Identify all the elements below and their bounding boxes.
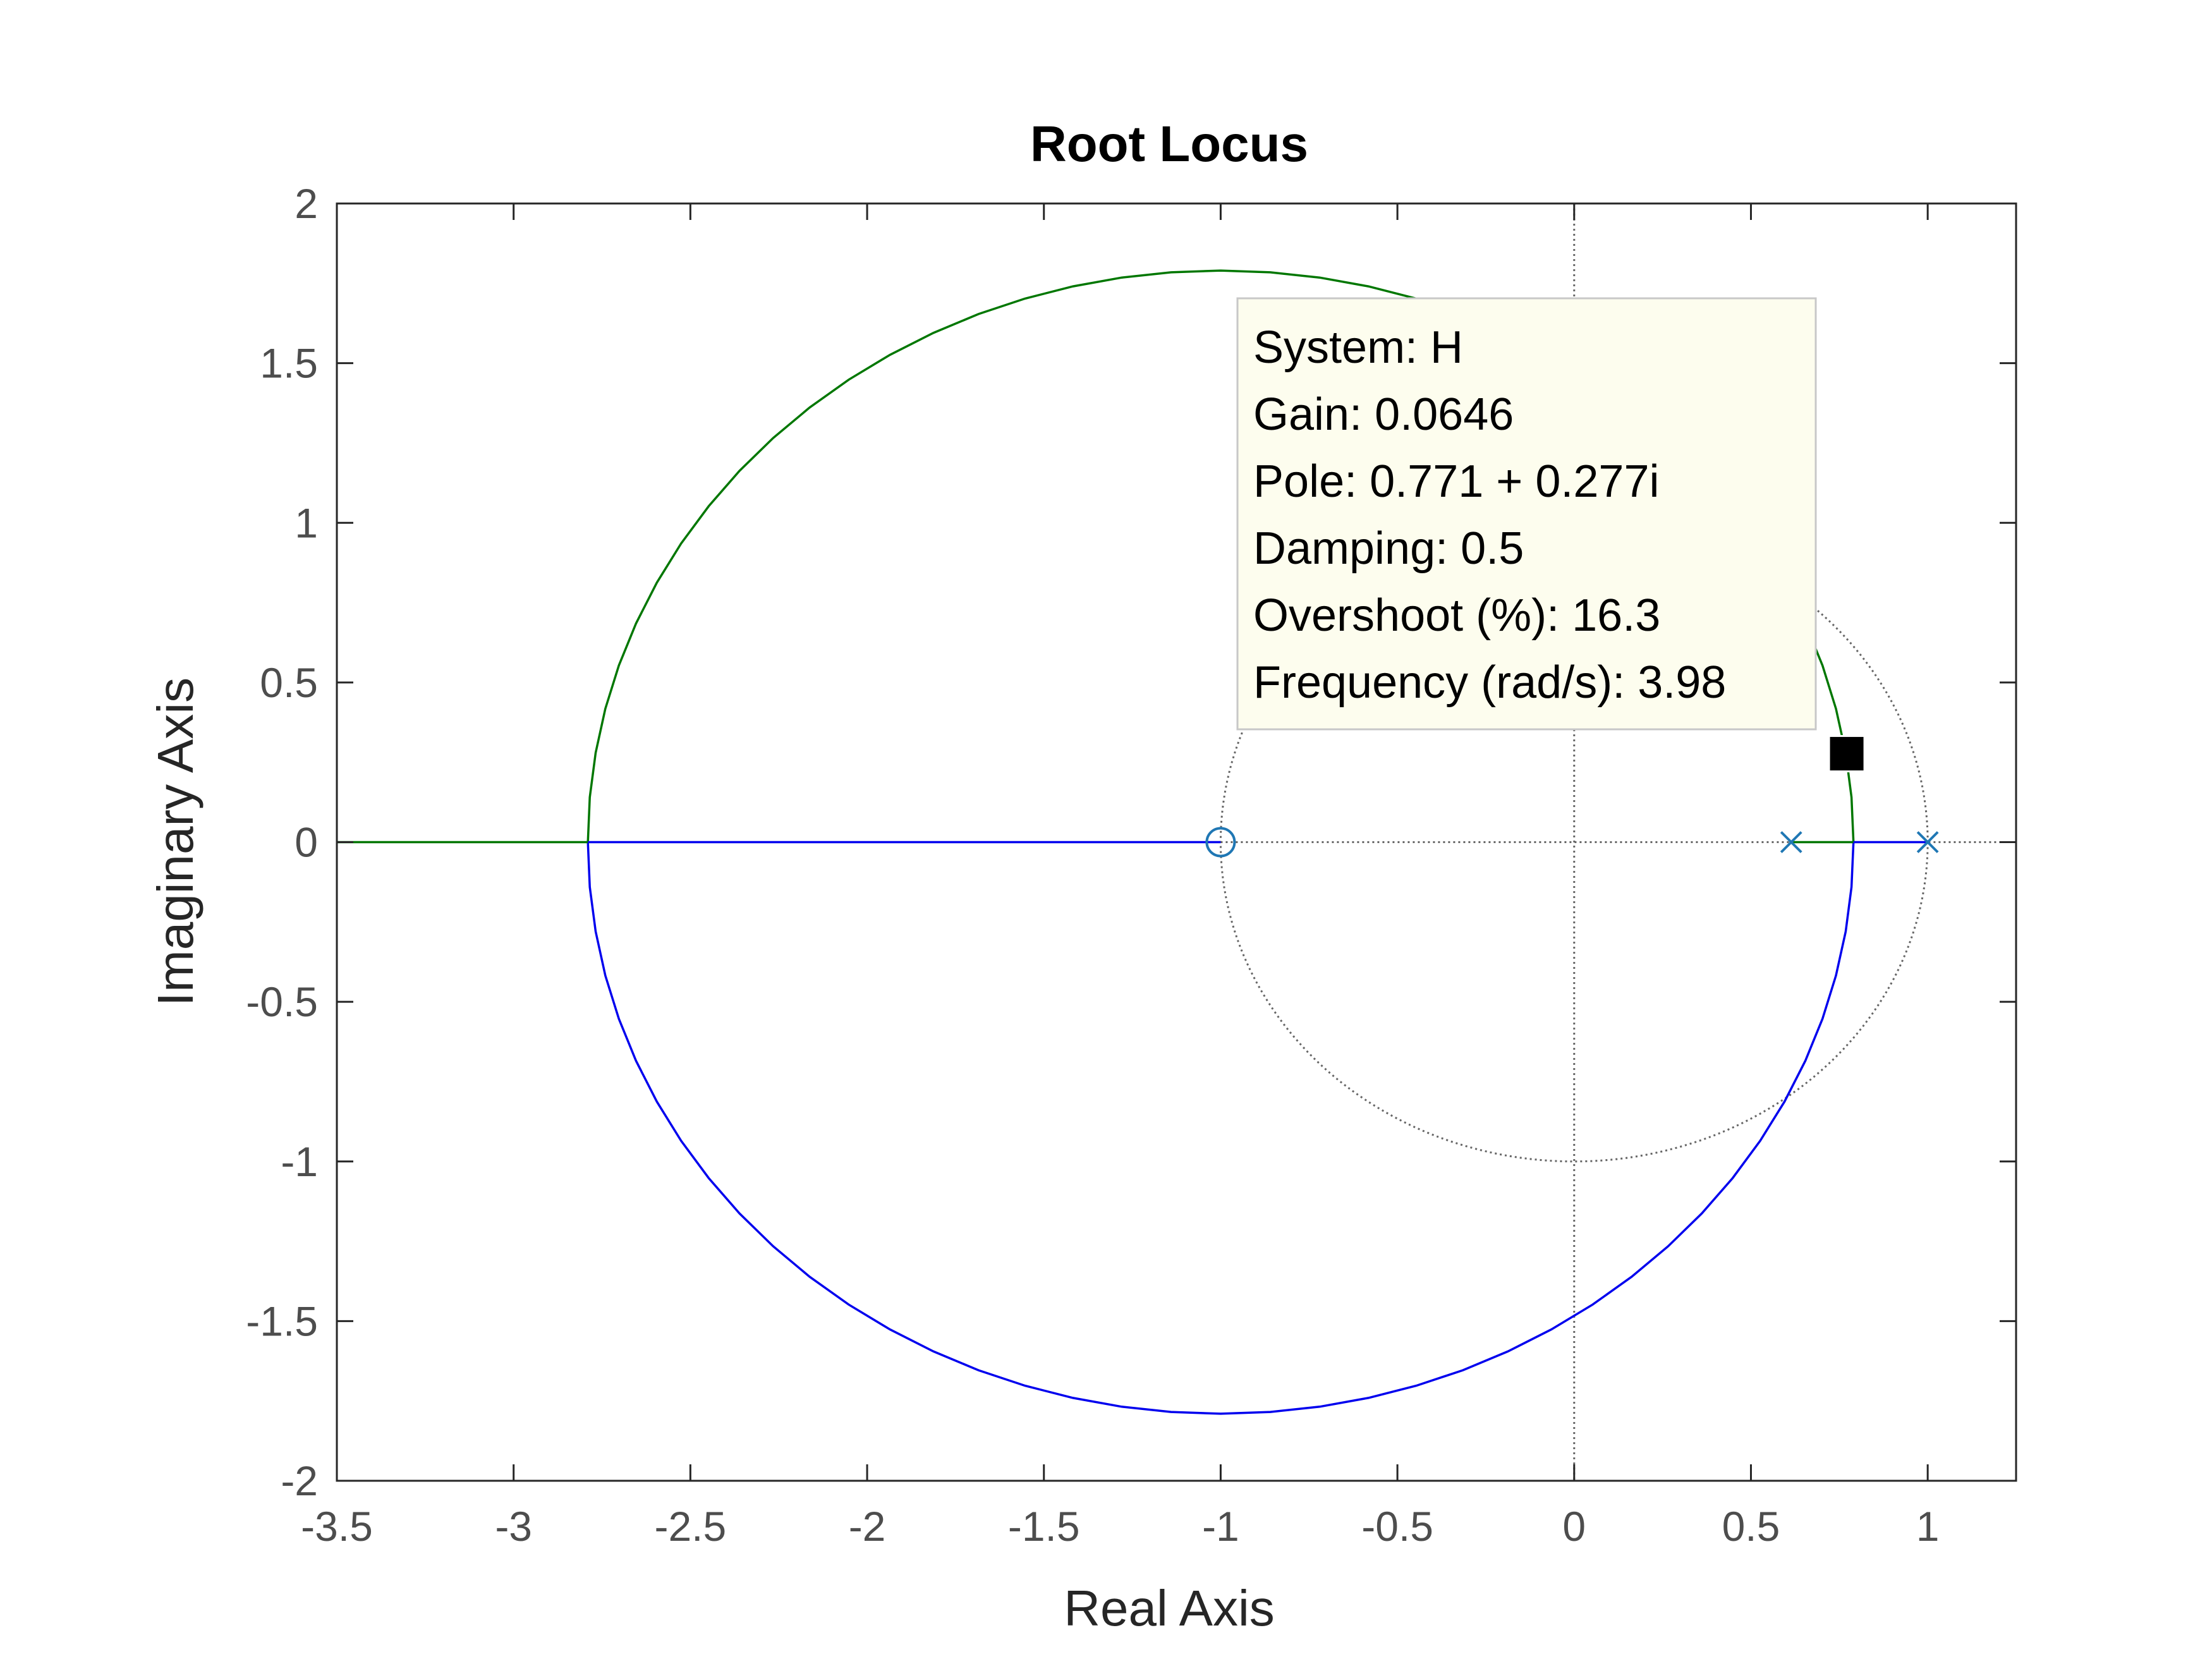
locus-layer xyxy=(337,269,1928,1415)
x-axis-label: Real Axis xyxy=(1064,1580,1274,1636)
x-tick-label: -1 xyxy=(1202,1503,1239,1550)
datatip-layer[interactable]: System: H Gain: 0.0646 Pole: 0.771 + 0.277… xyxy=(1236,297,1817,731)
y-axis-label: Imaginary Axis xyxy=(147,678,204,1006)
y-tick-label: -0.5 xyxy=(246,978,318,1025)
x-tick-label: -0.5 xyxy=(1361,1503,1433,1550)
datatip-line: Damping: 0.5 xyxy=(1253,523,1524,574)
x-tick-label: -2 xyxy=(849,1503,886,1550)
datatip-line: Frequency (rad/s): 3.98 xyxy=(1253,657,1726,708)
y-tick-label: -2 xyxy=(281,1457,318,1504)
x-tick-label: -3 xyxy=(495,1503,532,1550)
y-tick-label: 0.5 xyxy=(260,659,318,706)
x-tick-label: 0 xyxy=(1562,1503,1586,1550)
locus-branch-lower-arc xyxy=(586,842,1855,1415)
x-tick-label: -1.5 xyxy=(1008,1503,1080,1550)
datatip-line: Pole: 0.771 + 0.277i xyxy=(1253,456,1660,507)
y-tick-label: 2 xyxy=(295,180,318,227)
ticks-layer: -3.5 -3 -2.5 -2 -1.5 -1 -0.5 0 0.5 1 -2 -1.5 -1 -0.5 0… xyxy=(246,180,2016,1550)
y-tick-label: 1 xyxy=(295,499,318,546)
selected-pole-marker[interactable] xyxy=(1828,735,1866,773)
markers-layer xyxy=(1205,735,1939,858)
x-tick-label: 1 xyxy=(1916,1503,1940,1550)
datatip-line: Gain: 0.0646 xyxy=(1253,389,1514,440)
y-tick-label: 1.5 xyxy=(260,340,318,387)
x-tick-label: -2.5 xyxy=(655,1503,727,1550)
pole-marker[interactable] xyxy=(1780,831,1802,853)
chart-title: Root Locus xyxy=(1030,116,1308,172)
datatip-line: Overshoot (%): 16.3 xyxy=(1253,590,1660,641)
x-tick-label: -3.5 xyxy=(301,1503,373,1550)
datatip-line: System: H xyxy=(1253,322,1463,373)
pole-marker[interactable] xyxy=(1916,831,1939,853)
y-tick-label: 0 xyxy=(295,819,318,866)
datatip-box[interactable] xyxy=(1236,297,1817,731)
x-tick-label: 0.5 xyxy=(1722,1503,1780,1550)
y-tick-label: -1 xyxy=(281,1138,318,1185)
zero-marker[interactable] xyxy=(1205,827,1236,858)
y-tick-label: -1.5 xyxy=(246,1297,318,1344)
